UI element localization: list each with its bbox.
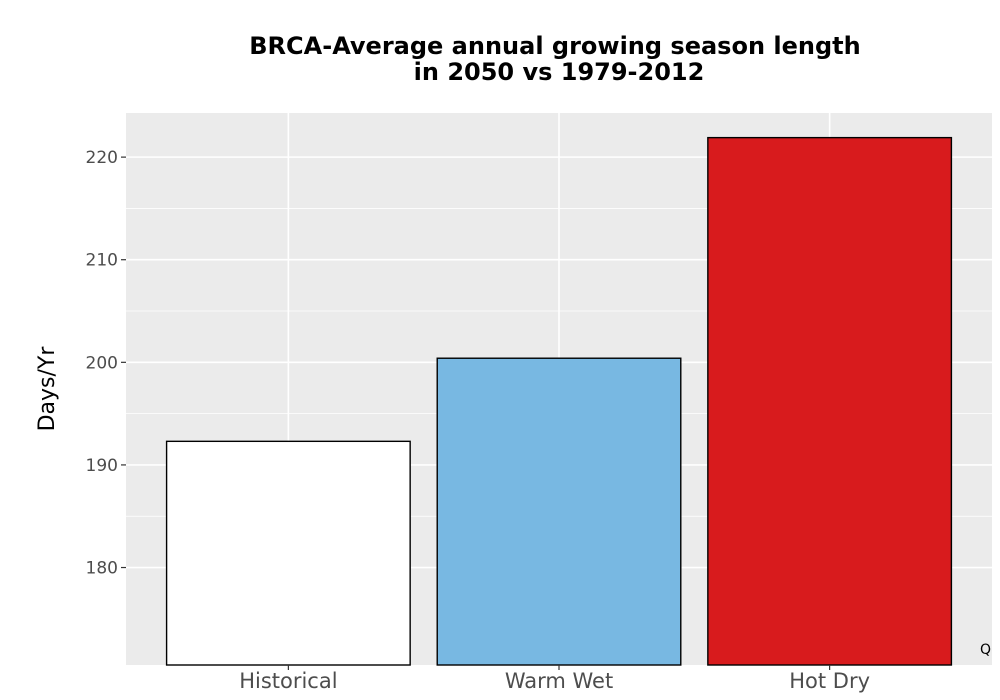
y-tick-label: 190 <box>86 456 118 476</box>
y-tick-label: 180 <box>86 559 118 579</box>
x-tick-label: Hot Dry <box>789 669 870 693</box>
y-axis-title: Days/Yr <box>35 346 60 432</box>
y-tick-label: 220 <box>86 148 118 168</box>
y-tick-label: 200 <box>86 353 118 373</box>
x-tick-label: Historical <box>239 669 337 693</box>
bar-warm-wet <box>436 357 682 666</box>
y-tick-label: 210 <box>86 251 118 271</box>
bar-hot-dry <box>707 136 953 666</box>
corner-note: Q <box>980 642 991 658</box>
bars <box>165 136 953 666</box>
chart-subtitle: in 2050 vs 1979-2012 <box>414 58 705 86</box>
y-axis-ticks: 180 190 200 210 220 <box>86 148 126 579</box>
x-tick-label: Warm Wet <box>505 669 613 693</box>
chart-title: BRCA-Average annual growing season lengt… <box>249 32 860 60</box>
x-axis-ticks: Historical Warm Wet Hot Dry <box>239 665 870 693</box>
bar-historical <box>165 440 411 666</box>
